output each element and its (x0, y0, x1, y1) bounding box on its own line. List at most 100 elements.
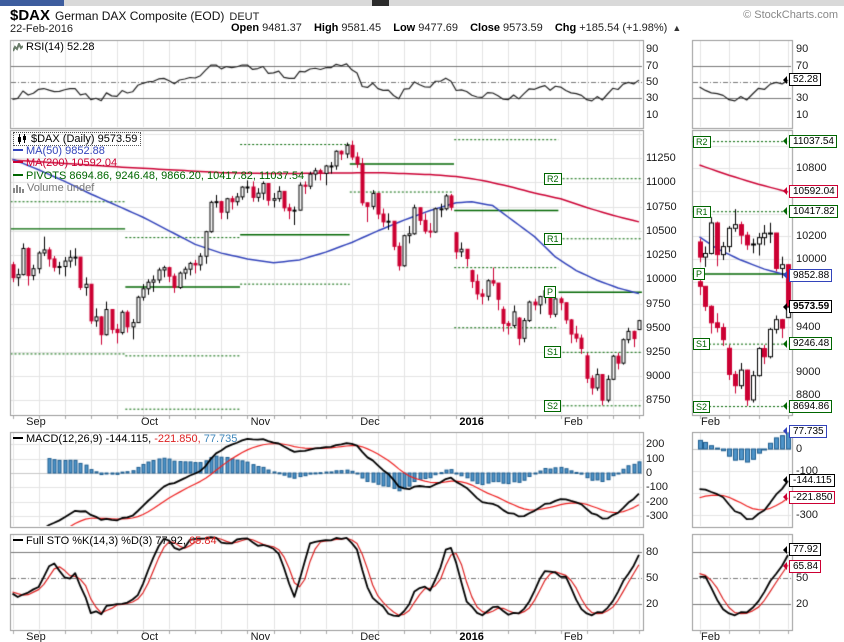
rsi-callout: 52.28 (782, 73, 822, 87)
price-legend: $DAX (Daily) 9573.59 MA(50) 9852.88 MA(2… (13, 132, 304, 195)
mini-pivot-label-p: P (693, 268, 706, 281)
mini-macd-axis-label: 0 (796, 443, 803, 455)
rsi-axis-label: 70 (646, 59, 659, 72)
close-label: Close (470, 22, 501, 34)
sto-axis-label: 50 (646, 572, 659, 585)
month-label: 2016 (459, 416, 484, 428)
price-callout: 9852.88 (782, 268, 833, 282)
symbol-name: German DAX Composite (EOD) (55, 9, 225, 23)
mini-pivot-label-s1: S1 (693, 338, 711, 351)
pivot-label-s1: S1 (544, 346, 562, 359)
price-callout: 10592.04 (783, 184, 838, 198)
quote-line: Open 9481.37 High 9581.45 Low 9477.69 Close… (222, 22, 681, 34)
month-label: Dec (360, 416, 380, 428)
price-axis-label: 11000 (646, 176, 676, 189)
macd-callout: -221.850 (782, 490, 836, 504)
chg-label: Chg (554, 22, 577, 34)
month-label: Feb (563, 631, 583, 642)
open-label: Open (231, 22, 260, 34)
rsi-axis-label: 30 (646, 92, 659, 105)
sto-callout: 65.84 (782, 559, 822, 573)
chg-value: +185.54 (+1.98%) (579, 22, 668, 34)
pivot-label-r2: R2 (544, 172, 562, 185)
ma50-legend-label: MA(50) 9852.88 (26, 144, 105, 157)
macd-hist-value: 77.735 (203, 433, 238, 445)
mini-price-axis-label: 9400 (796, 320, 821, 333)
price-callout: 11037.54 (783, 134, 837, 148)
rsi-legend-label: RSI(14) 52.28 (26, 41, 95, 53)
line-icon (13, 437, 23, 440)
mini-price-axis-label: 9000 (796, 366, 821, 379)
price-axis-label: 10000 (646, 273, 677, 286)
line-icon (13, 161, 23, 164)
price-axis-label: 9500 (646, 321, 671, 334)
price-callout: 10417.82 (783, 204, 838, 218)
month-label: Oct (141, 631, 159, 642)
month-label: Oct (141, 416, 159, 428)
macd-axis-label: -200 (646, 495, 669, 508)
month-label: Nov (250, 631, 271, 642)
mini-rsi-axis-label: 10 (796, 108, 809, 121)
browser-tab-fragment-dark (372, 0, 389, 6)
macd-axis-label: 100 (646, 452, 665, 465)
high-label: High (313, 22, 339, 34)
mini-sto-axis-label: 50 (796, 572, 809, 585)
price-axis-label: 8750 (646, 394, 671, 407)
price-axis-label: 9250 (646, 345, 671, 358)
price-axis-label: 10250 (646, 249, 677, 262)
rsi-axis-label: 90 (646, 43, 659, 56)
volume-bars-icon (13, 184, 24, 193)
month-label: Sep (26, 416, 46, 428)
sto-legend-prefix: Full STO %K(14,3) %D(3) (26, 535, 153, 547)
price-callout: 8694.86 (782, 399, 833, 413)
mini-sto-axis-label: 20 (796, 597, 809, 610)
price-callout: 9573.59 (782, 300, 833, 314)
price-axis-label: 10500 (646, 224, 677, 237)
macd-axis-label: 0 (646, 467, 653, 479)
macd-axis-label: 200 (646, 438, 665, 451)
up-arrow-icon: ▲ (672, 23, 682, 33)
ma200-legend-label: MA(200) 10592.04 (26, 157, 118, 170)
month-label: Feb (563, 416, 583, 428)
browser-chrome-strip (0, 0, 844, 6)
price-axis-label: 9000 (646, 370, 671, 383)
mini-price-axis-label: 10800 (796, 162, 827, 175)
mini-month-label: Feb (701, 631, 720, 642)
line-icon (13, 539, 23, 542)
mini-rsi-axis-label: 90 (796, 43, 809, 56)
copyright: © StockCharts.com (743, 9, 838, 21)
macd-value: -144.115, (105, 433, 152, 445)
sto-callout: 77.92 (782, 543, 822, 557)
pivot-label-r1: R1 (544, 232, 562, 245)
mini-pivot-label-s2: S2 (693, 400, 711, 413)
open-value: 9481.37 (262, 22, 302, 34)
mini-pivot-label-r1: R1 (693, 205, 711, 218)
price-axis-label: 10750 (646, 200, 677, 213)
macd-axis-label: -100 (646, 481, 669, 494)
month-label: Nov (250, 416, 271, 428)
sto-d-value: 65.84 (189, 535, 217, 547)
pivot-label-s2: S2 (544, 399, 562, 412)
indicator-icon (13, 42, 23, 52)
sto-axis-label: 20 (646, 597, 659, 610)
mini-price-axis-label: 10200 (796, 230, 827, 243)
month-label: Sep (26, 631, 46, 642)
volume-legend-label: Volume undef (27, 182, 95, 195)
sto-k-value: 77.92, (155, 535, 186, 547)
rsi-legend: RSI(14) 52.28 (13, 41, 94, 53)
mini-price-axis-label: 8800 (796, 388, 821, 401)
rsi-axis-label: 50 (646, 76, 659, 88)
mini-month-label: Feb (701, 416, 720, 428)
macd-legend-prefix: MACD(12,26,9) (26, 433, 103, 445)
sto-axis-label: 80 (646, 546, 659, 559)
candlestick-icon (18, 134, 26, 145)
close-value: 9573.59 (503, 22, 543, 34)
line-icon (13, 173, 23, 176)
rsi-axis-label: 10 (646, 108, 659, 121)
chart-title: $DAX German DAX Composite (EOD) DEUT (10, 7, 259, 25)
price-axis-label: 11250 (646, 152, 676, 165)
macd-callout: 77.735 (783, 424, 827, 438)
price-callout: 9246.48 (782, 337, 833, 351)
